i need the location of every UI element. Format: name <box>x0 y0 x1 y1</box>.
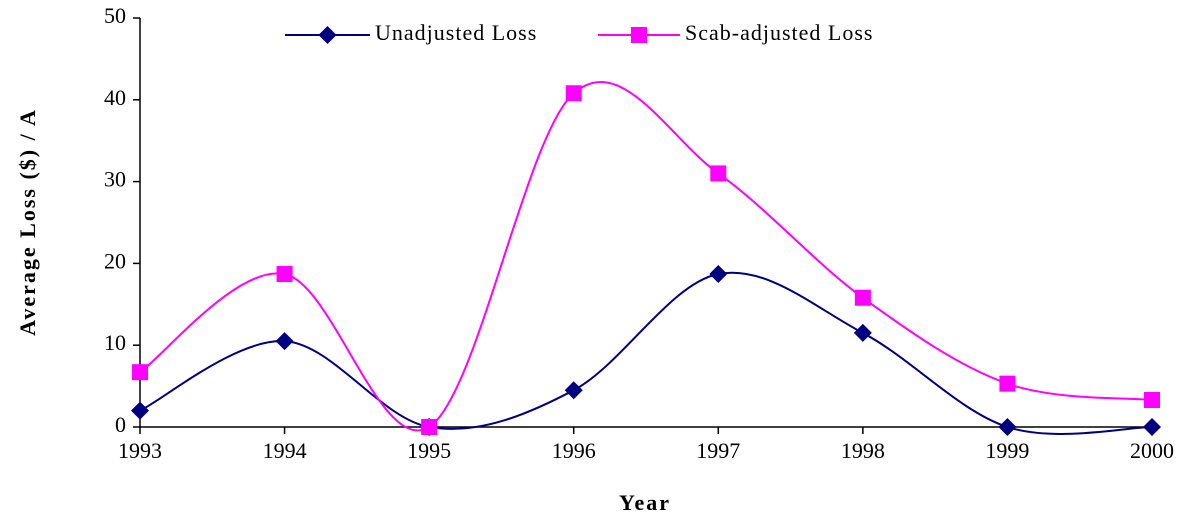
data-point <box>854 289 871 306</box>
y-tick-label: 0 <box>115 412 126 437</box>
series-line <box>139 271 1153 435</box>
series-line <box>139 81 1153 432</box>
x-axis-title: Year <box>619 490 671 515</box>
legend-marker <box>318 26 337 44</box>
x-tick-label: 1993 <box>118 438 162 463</box>
x-tick-label: 1996 <box>552 438 596 463</box>
x-tick-label: 1998 <box>841 438 885 463</box>
legend-label: Scab-adjusted Loss <box>685 20 873 45</box>
x-tick-label: 1995 <box>407 438 451 463</box>
data-point <box>998 418 1017 436</box>
data-point <box>999 375 1016 392</box>
data-point <box>1144 392 1160 409</box>
data-point <box>853 323 872 342</box>
y-tick-label: 40 <box>104 85 126 110</box>
data-point <box>564 381 583 400</box>
data-point <box>565 85 582 102</box>
x-tick-label: 1994 <box>263 438 307 463</box>
y-tick-label: 50 <box>104 3 126 28</box>
data-point <box>709 265 728 284</box>
y-tick-label: 10 <box>104 330 126 355</box>
x-tick-label: 1997 <box>696 438 740 463</box>
y-tick-label: 20 <box>104 248 126 273</box>
data-point <box>131 401 149 420</box>
legend-label: Unadjusted Loss <box>375 20 537 45</box>
y-axis-title: Average Loss ($) / A <box>15 108 40 336</box>
y-tick-label: 30 <box>104 167 126 192</box>
data-point <box>710 165 727 182</box>
data-point <box>276 266 293 283</box>
data-point <box>132 364 148 381</box>
data-point <box>1143 418 1161 436</box>
legend-marker <box>631 27 647 43</box>
x-tick-label: 1999 <box>985 438 1029 463</box>
data-point <box>421 419 438 435</box>
data-point <box>275 332 294 351</box>
x-tick-label: 2000 <box>1130 438 1174 463</box>
